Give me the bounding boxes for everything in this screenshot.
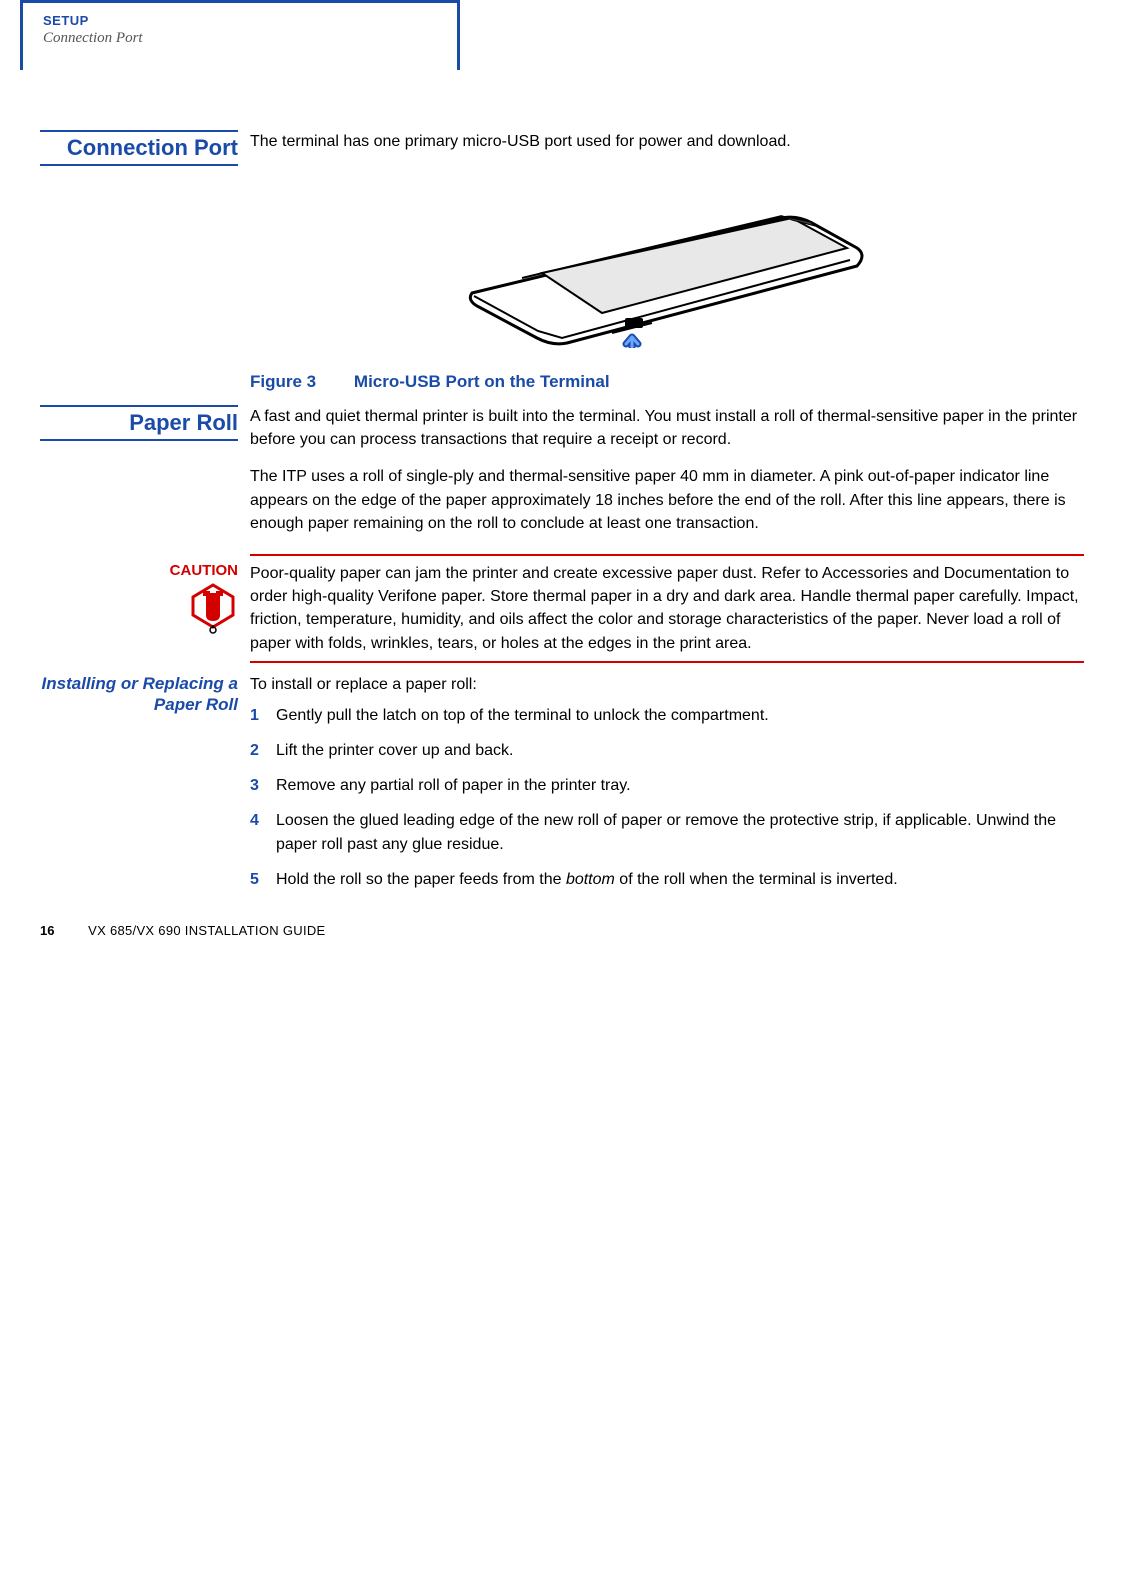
page: SETUP Connection Port Connection Port Th… <box>0 0 1144 963</box>
step-num: 3 <box>250 774 276 797</box>
step-num: 4 <box>250 809 276 855</box>
figure-text: Micro-USB Port on the Terminal <box>354 372 610 391</box>
step-2: 2 Lift the printer cover up and back. <box>250 739 1084 762</box>
chapter-label: SETUP <box>43 13 457 29</box>
installing-body: To install or replace a paper roll: 1 Ge… <box>250 673 1084 903</box>
connection-port-row: Connection Port The terminal has one pri… <box>40 130 1084 405</box>
step-num: 1 <box>250 704 276 727</box>
heading-cell: Connection Port <box>40 130 250 166</box>
page-number: 16 <box>40 923 54 938</box>
step5-part-a: Hold the roll so the paper feeds from th… <box>276 871 566 888</box>
paper-roll-p1: A fast and quiet thermal printer is buil… <box>250 405 1084 451</box>
footer-title: VX 685/VX 690 INSTALLATION GUIDE <box>88 923 325 938</box>
paper-roll-p2: The ITP uses a roll of single-ply and th… <box>250 465 1084 535</box>
caution-icon <box>40 583 238 643</box>
caution-rule-bottom <box>250 661 1084 663</box>
paper-roll-row: Paper Roll A fast and quiet thermal prin… <box>40 405 1084 549</box>
step5-part-c: of the roll when the terminal is inverte… <box>615 871 898 888</box>
terminal-illustration <box>452 178 882 348</box>
steps-list: 1 Gently pull the latch on top of the te… <box>250 704 1084 891</box>
content-area: Connection Port The terminal has one pri… <box>40 130 1084 903</box>
figure-caption: Figure 3 Micro-USB Port on the Terminal <box>250 370 1084 395</box>
caution-label: CAUTION <box>40 562 238 579</box>
header-tab: SETUP Connection Port <box>20 0 460 70</box>
connection-port-text: The terminal has one primary micro-USB p… <box>250 130 1084 153</box>
paper-roll-heading: Paper Roll <box>40 405 238 441</box>
step-4: 4 Loosen the glued leading edge of the n… <box>250 809 1084 855</box>
step-text: Gently pull the latch on top of the term… <box>276 704 1084 727</box>
step5-part-b: bottom <box>566 871 615 888</box>
step-text: Lift the printer cover up and back. <box>276 739 1084 762</box>
paper-roll-body: A fast and quiet thermal printer is buil… <box>250 405 1084 549</box>
installing-intro: To install or replace a paper roll: <box>250 673 1084 696</box>
heading-cell: Installing or Replacing a Paper Roll <box>40 673 250 716</box>
caution-body: Poor-quality paper can jam the printer a… <box>250 562 1084 655</box>
figure-3 <box>250 178 1084 355</box>
step-5: 5 Hold the roll so the paper feeds from … <box>250 868 1084 891</box>
connection-port-body: The terminal has one primary micro-USB p… <box>250 130 1084 405</box>
figure-label: Figure 3 <box>250 372 316 391</box>
caution-rule-top <box>250 554 1084 556</box>
installing-heading: Installing or Replacing a Paper Roll <box>42 674 238 714</box>
caution-row: CAUTION Poor-quality paper can jam the p… <box>40 562 1084 655</box>
section-label: Connection Port <box>43 29 457 49</box>
step-num: 5 <box>250 868 276 891</box>
heading-cell: Paper Roll <box>40 405 250 441</box>
step-1: 1 Gently pull the latch on top of the te… <box>250 704 1084 727</box>
step-num: 2 <box>250 739 276 762</box>
connection-port-heading: Connection Port <box>40 130 238 166</box>
caution-label-cell: CAUTION <box>40 562 250 643</box>
page-footer: 16 VX 685/VX 690 INSTALLATION GUIDE <box>40 923 326 938</box>
step-3: 3 Remove any partial roll of paper in th… <box>250 774 1084 797</box>
installing-row: Installing or Replacing a Paper Roll To … <box>40 673 1084 903</box>
step-text: Remove any partial roll of paper in the … <box>276 774 1084 797</box>
step-text: Hold the roll so the paper feeds from th… <box>276 868 1084 891</box>
step-text: Loosen the glued leading edge of the new… <box>276 809 1084 855</box>
